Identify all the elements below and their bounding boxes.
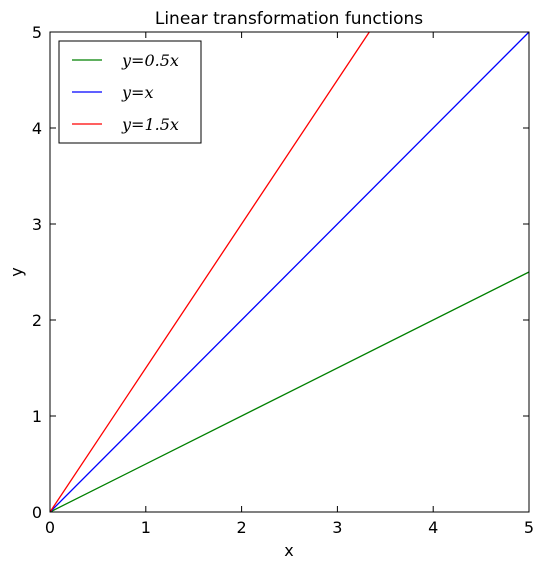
y-tick-label: 0 <box>32 503 42 522</box>
x-tick-label: 3 <box>332 518 342 537</box>
chart-title: Linear transformation functions <box>155 9 423 29</box>
legend-label-1: y=0.5x <box>121 51 179 70</box>
y-tick-label: 1 <box>32 407 42 426</box>
y-tick-label: 3 <box>32 215 42 234</box>
x-axis-label: x <box>284 541 293 560</box>
x-tick-label: 1 <box>141 518 151 537</box>
x-tick-label: 4 <box>428 518 438 537</box>
x-tick-label: 2 <box>237 518 247 537</box>
y-axis-label: y <box>7 267 26 276</box>
x-tick-label: 0 <box>45 518 55 537</box>
y-tick-label: 5 <box>32 23 42 42</box>
x-tick-label: 5 <box>524 518 534 537</box>
y-tick-label: 2 <box>32 311 42 330</box>
legend: y=0.5x y=x y=1.5x <box>59 41 201 143</box>
legend-label-3: y=1.5x <box>121 115 179 134</box>
y-tick-label: 4 <box>32 119 42 138</box>
legend-label-2: y=x <box>121 83 153 102</box>
